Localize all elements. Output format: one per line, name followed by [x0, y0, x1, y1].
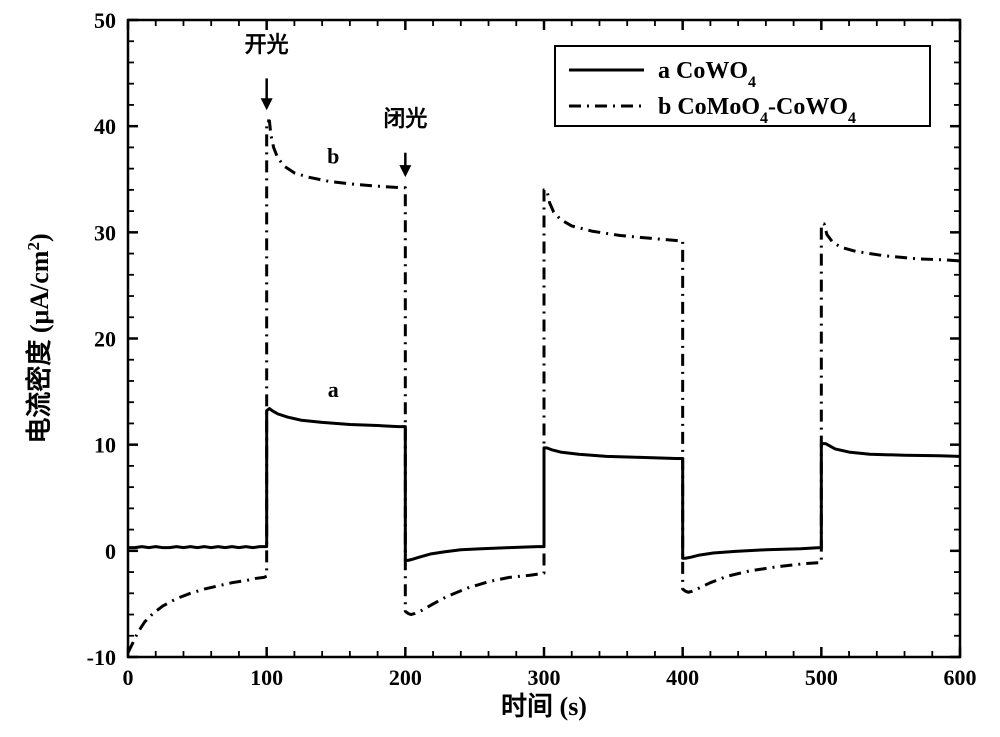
- x-axis-label: 时间 (s): [501, 692, 587, 721]
- light-on-arrow-icon: [261, 98, 273, 110]
- series-b-inline-label: b: [327, 143, 339, 168]
- y-tick-label: 30: [94, 220, 116, 245]
- x-tick-label: 300: [528, 665, 561, 690]
- x-tick-label: 100: [250, 665, 283, 690]
- y-tick-label: 10: [94, 433, 116, 458]
- x-tick-label: 200: [389, 665, 422, 690]
- y-tick-label: 40: [94, 114, 116, 139]
- series-a-inline-label: a: [328, 377, 339, 402]
- x-tick-label: 400: [666, 665, 699, 690]
- light-off-arrow-icon: [399, 165, 411, 177]
- y-tick-label: 20: [94, 327, 116, 352]
- light-on-label: 开光: [245, 32, 289, 57]
- series-b-line: [128, 121, 960, 653]
- x-tick-label: 0: [123, 665, 134, 690]
- chart-container: 0 100 200 300 400 500 600 -10 0 10 20 30 40 50 时间 (s) 电…: [0, 0, 1000, 737]
- y-axis-label: 电流密度 (μA/cm2): [24, 233, 55, 443]
- y-tick-label: 50: [94, 8, 116, 33]
- y-tick-label: -10: [87, 645, 116, 670]
- x-tick-label: 600: [944, 665, 977, 690]
- light-off-label: 闭光: [383, 106, 427, 131]
- x-tick-label: 500: [805, 665, 838, 690]
- y-tick-label: 0: [105, 539, 116, 564]
